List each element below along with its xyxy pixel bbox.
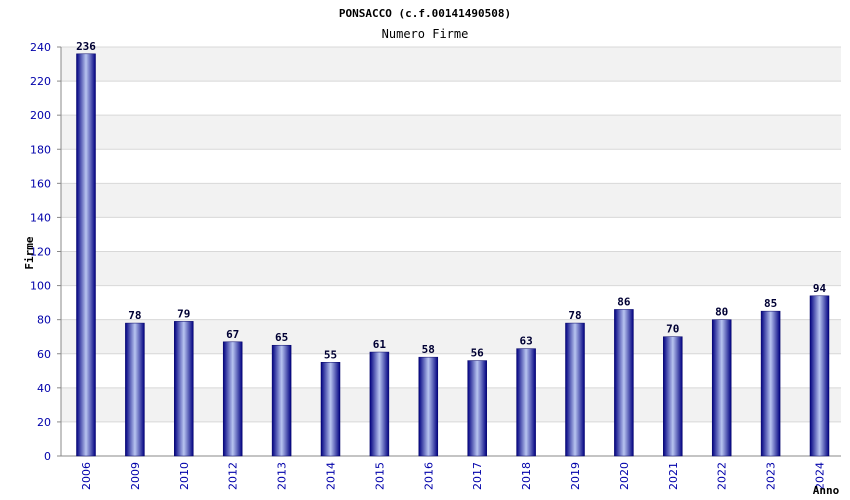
y-tick-label: 100 bbox=[30, 280, 51, 293]
y-tick-label: 40 bbox=[37, 382, 51, 395]
grid-band bbox=[61, 47, 841, 82]
data-label: 70 bbox=[666, 323, 679, 336]
bar bbox=[174, 321, 194, 457]
x-tick-label: 2023 bbox=[765, 462, 778, 490]
grid-band bbox=[61, 115, 841, 150]
y-tick-label: 80 bbox=[37, 314, 51, 327]
bar bbox=[369, 351, 390, 457]
y-tick-label: 160 bbox=[30, 177, 51, 190]
bar bbox=[711, 319, 732, 457]
chart-subtitle: Numero Firme bbox=[382, 27, 469, 41]
y-tick-label: 60 bbox=[37, 348, 51, 361]
bar bbox=[467, 360, 487, 457]
bar bbox=[320, 362, 341, 457]
data-label: 61 bbox=[373, 338, 387, 351]
x-tick-label: 2019 bbox=[569, 462, 582, 490]
data-label: 67 bbox=[226, 328, 239, 341]
bar bbox=[565, 322, 585, 457]
data-label: 85 bbox=[764, 297, 777, 310]
x-tick-label: 2009 bbox=[129, 462, 142, 490]
bars: 236 78 79 67 65 55 61 58 56 63 78 86 70 80 85 94 bbox=[76, 40, 830, 457]
x-tick-label: 2012 bbox=[227, 462, 240, 490]
bar bbox=[76, 53, 96, 457]
y-axis-label: Firme bbox=[23, 236, 36, 269]
x-tick-label: 2021 bbox=[667, 462, 680, 490]
grid-band bbox=[61, 251, 841, 286]
bar bbox=[809, 295, 830, 457]
y-tick-label: 180 bbox=[30, 143, 51, 156]
bar bbox=[418, 356, 439, 457]
bar bbox=[222, 341, 243, 457]
data-label: 79 bbox=[177, 307, 190, 320]
bar bbox=[663, 336, 683, 457]
data-label: 80 bbox=[715, 306, 728, 319]
y-tick-label: 240 bbox=[30, 41, 51, 54]
data-label: 65 bbox=[275, 331, 288, 344]
x-axis-label: Anno bbox=[813, 484, 840, 497]
y-tick-label: 140 bbox=[30, 211, 51, 224]
bar bbox=[271, 344, 292, 457]
x-tick-label: 2022 bbox=[716, 462, 729, 490]
tick-labels: 0 20 40 60 80 100 120 140 160 180 200 220 240 2006 200… bbox=[30, 41, 827, 490]
chart-title: PONSACCO (c.f.00141490508) bbox=[339, 7, 511, 20]
x-tick-label: 2014 bbox=[325, 462, 338, 490]
x-tick-label: 2015 bbox=[373, 462, 386, 490]
y-tick-label: 220 bbox=[30, 75, 51, 88]
data-label: 63 bbox=[519, 335, 532, 348]
data-label: 58 bbox=[422, 343, 435, 356]
y-tick-label: 0 bbox=[44, 450, 51, 463]
y-tick-label: 200 bbox=[30, 109, 51, 122]
data-label: 78 bbox=[128, 309, 141, 322]
y-tick-label: 120 bbox=[30, 246, 51, 259]
x-tick-label: 2016 bbox=[422, 462, 435, 490]
x-tick-label: 2006 bbox=[80, 462, 93, 490]
x-tick-label: 2020 bbox=[618, 462, 631, 490]
grid-band bbox=[61, 183, 841, 218]
data-label: 236 bbox=[76, 40, 96, 53]
data-label: 94 bbox=[813, 282, 827, 295]
bar bbox=[125, 322, 145, 457]
data-label: 86 bbox=[617, 295, 631, 308]
bar bbox=[516, 348, 536, 457]
x-tick-label: 2017 bbox=[471, 462, 484, 490]
x-tick-label: 2010 bbox=[178, 462, 191, 490]
data-label: 55 bbox=[324, 348, 337, 361]
data-label: 78 bbox=[568, 309, 581, 322]
bar bbox=[614, 309, 634, 457]
x-tick-label: 2018 bbox=[520, 462, 533, 490]
y-tick-label: 20 bbox=[37, 416, 51, 429]
x-tick-label: 2013 bbox=[276, 462, 289, 490]
bar bbox=[760, 310, 781, 457]
data-label: 56 bbox=[471, 347, 485, 360]
x-tick-label: 2024 bbox=[814, 462, 827, 490]
